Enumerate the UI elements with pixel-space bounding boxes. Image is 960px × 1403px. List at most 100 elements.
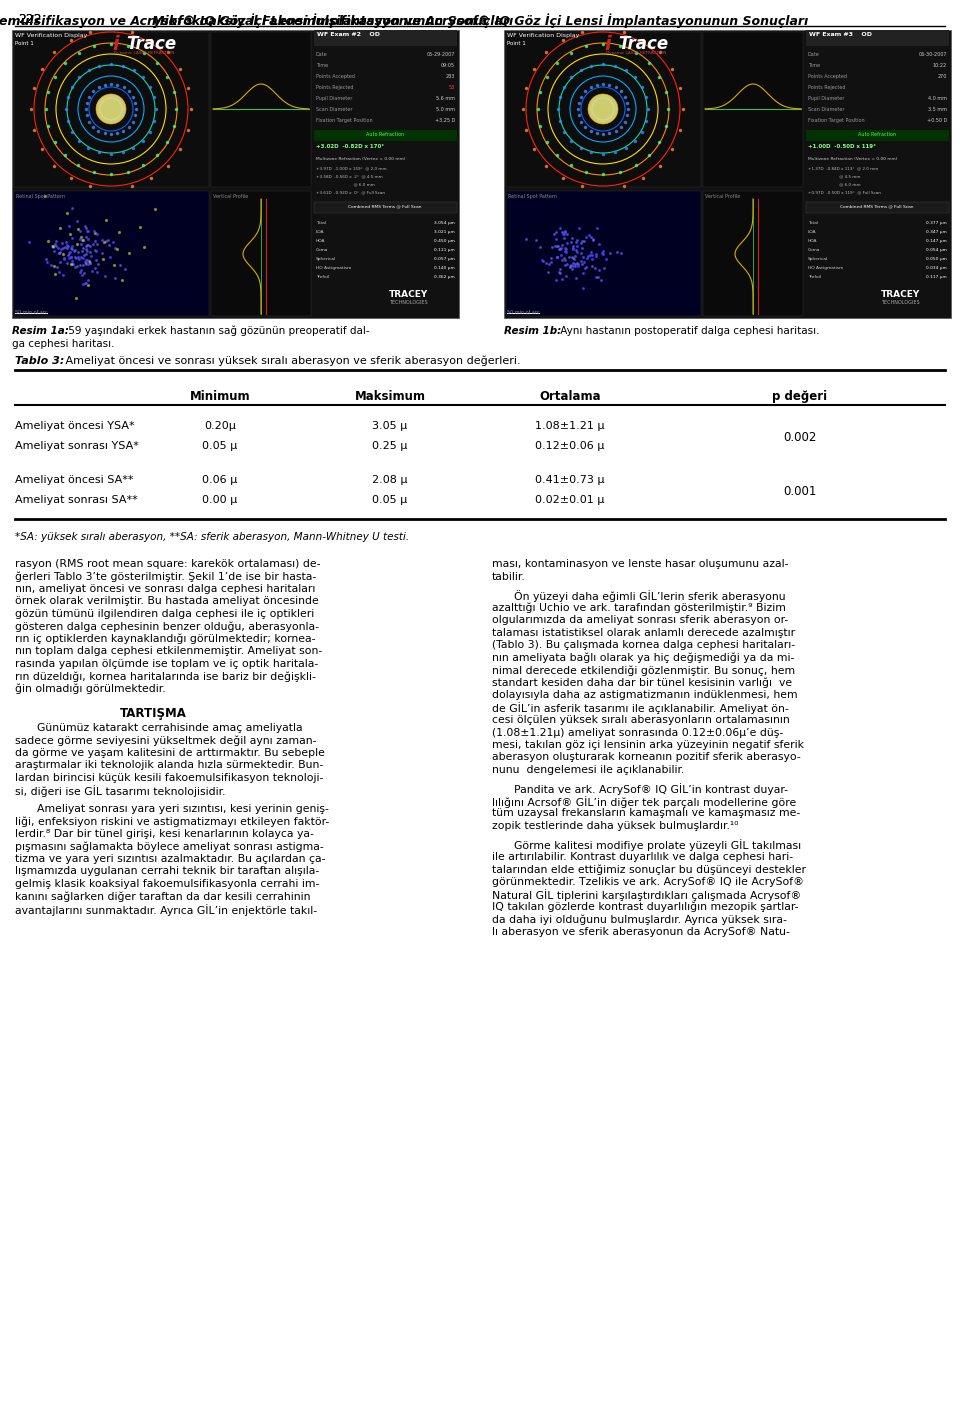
Point	[558, 248, 573, 271]
Text: Ameliyat sonrası YSA*: Ameliyat sonrası YSA*	[15, 441, 139, 450]
Point	[593, 269, 609, 292]
Point	[584, 241, 599, 264]
Text: WF Exam #3    OD: WF Exam #3 OD	[809, 32, 872, 36]
Text: TECHNOLOGIES: TECHNOLOGIES	[881, 300, 920, 304]
Text: Points Accepted: Points Accepted	[808, 74, 847, 79]
Point	[0, 253, 2, 275]
Point	[613, 241, 629, 264]
Point	[586, 229, 601, 251]
Text: 283: 283	[445, 74, 455, 79]
Point	[63, 237, 79, 260]
Point	[56, 237, 71, 260]
Text: sadece görme seviyesini yükseltmek değil aynı zaman-: sadece görme seviyesini yükseltmek değil…	[15, 735, 317, 746]
Text: 0.12±0.06 μ: 0.12±0.06 μ	[536, 441, 605, 450]
Point	[114, 269, 130, 292]
Text: 0.02±0.01 μ: 0.02±0.01 μ	[536, 495, 605, 505]
Text: rın düzeldığı, kornea haritalarında ise bariz bir değişkli-: rın düzeldığı, kornea haritalarında ise …	[15, 672, 316, 682]
Point	[567, 255, 583, 278]
Text: Ortalama: Ortalama	[540, 390, 601, 403]
Point	[86, 257, 102, 279]
Point	[59, 231, 74, 254]
Text: 2.08 μ: 2.08 μ	[372, 476, 408, 485]
Point	[78, 226, 93, 248]
Text: Resim 1a:: Resim 1a:	[12, 325, 69, 335]
Text: WF Verification Display: WF Verification Display	[15, 34, 87, 38]
Point	[67, 255, 83, 278]
Text: @ 6.0 mm: @ 6.0 mm	[808, 182, 860, 187]
Point	[574, 231, 589, 254]
Point	[107, 254, 122, 276]
Text: nın, ameliyat öncesi ve sonrası dalga cephesi haritaları: nın, ameliyat öncesi ve sonrası dalga ce…	[15, 584, 316, 593]
Point	[82, 240, 97, 262]
Text: 06-30-2007: 06-30-2007	[919, 52, 947, 58]
Text: WF Exam #2    OD: WF Exam #2 OD	[317, 32, 380, 36]
Text: lılığını Acrsof® GİL’in diğer tek parçalı modellerine göre: lılığını Acrsof® GİL’in diğer tek parçal…	[492, 796, 796, 808]
Text: 0.41±0.73 μ: 0.41±0.73 μ	[536, 476, 605, 485]
Point	[69, 286, 84, 309]
Point	[77, 262, 92, 285]
Text: 0.377 μm: 0.377 μm	[926, 222, 947, 224]
Text: olgularımızda da ameliyat sonrası sferik aberasyon or-: olgularımızda da ameliyat sonrası sferik…	[492, 615, 788, 624]
Point	[559, 223, 574, 246]
Text: Points Rejected: Points Rejected	[808, 86, 846, 90]
Point	[99, 230, 114, 253]
Point	[568, 240, 584, 262]
Point	[79, 234, 94, 257]
Text: ğin olmadığı görülmektedir.: ğin olmadığı görülmektedir.	[15, 685, 166, 694]
Point	[87, 222, 103, 244]
Point	[78, 248, 93, 271]
Text: cesi ölçülen yüksek sıralı aberasyonların ortalamasının: cesi ölçülen yüksek sıralı aberasyonları…	[492, 716, 790, 725]
Point	[73, 254, 88, 276]
Point	[82, 234, 97, 257]
Point	[70, 217, 85, 240]
Point	[518, 227, 534, 250]
Text: 53: 53	[448, 86, 455, 90]
Point	[588, 265, 604, 288]
Text: Ameliyat sonrası yara yeri sızıntısı, kesi yerinin geniş-: Ameliyat sonrası yara yeri sızıntısı, ke…	[37, 804, 329, 814]
Text: Dynamic LASER REFRACTION: Dynamic LASER REFRACTION	[114, 51, 175, 55]
Text: nimal derecede etkilendiği gözlenmiştir. Bu sonuç, hem: nimal derecede etkilendiği gözlenmiştir.…	[492, 665, 795, 675]
Point	[564, 231, 579, 254]
Point	[568, 230, 584, 253]
Bar	[806, 29, 949, 46]
Point	[121, 241, 136, 264]
Text: 3.054 μm: 3.054 μm	[434, 222, 455, 224]
Point	[73, 226, 88, 248]
Point	[57, 247, 72, 269]
Point	[575, 246, 590, 268]
Point	[560, 253, 575, 275]
Point	[38, 248, 54, 271]
Point	[554, 220, 569, 243]
Point	[108, 237, 123, 260]
Text: Total: Total	[808, 222, 818, 224]
Point	[100, 229, 115, 251]
Point	[64, 196, 80, 219]
Point	[83, 251, 98, 274]
Text: Günümüz katarakt cerrahisinde amaç ameliyatla: Günümüz katarakt cerrahisinde amaç ameli…	[37, 723, 302, 732]
Text: TRACEY: TRACEY	[881, 290, 921, 299]
Text: 0.054 μm: 0.054 μm	[926, 248, 947, 253]
Text: Auto Refraction: Auto Refraction	[858, 132, 896, 137]
Point	[45, 234, 60, 257]
Text: rın iç optiklerden kaynaklandığı görülmektedir; kornea-: rın iç optiklerden kaynaklandığı görülme…	[15, 634, 316, 644]
Point	[564, 246, 580, 268]
Text: si, diğeri ise GİL tasarımı teknolojisidir.: si, diğeri ise GİL tasarımı teknolojisid…	[15, 786, 226, 797]
Point	[570, 253, 586, 275]
Text: nunu  dengelemesi ile açıklanabilir.: nunu dengelemesi ile açıklanabilir.	[492, 765, 684, 774]
Point	[559, 265, 574, 288]
Point	[82, 250, 97, 272]
Text: Retinal Spot Pattern: Retinal Spot Pattern	[16, 194, 65, 199]
Point	[595, 243, 611, 265]
Text: HO Astigmatism: HO Astigmatism	[808, 267, 843, 269]
Text: nın ameliyata bağlı olarak ya hiç değişmediği ya da mi-: nın ameliyata bağlı olarak ya hiç değişm…	[492, 652, 794, 664]
Text: Scan Diameter: Scan Diameter	[316, 107, 352, 112]
Point	[65, 253, 81, 275]
Text: ile artırılabilir. Kontrast duyarlılık ve dalga cephesi hari-: ile artırılabilir. Kontrast duyarlılık v…	[492, 852, 793, 861]
Point	[562, 255, 577, 278]
Text: 0.117 μm: 0.117 μm	[926, 275, 947, 279]
Point	[57, 236, 72, 258]
Text: Tablo 3:: Tablo 3:	[15, 356, 64, 366]
Point	[53, 216, 68, 239]
Text: 0.450 μm: 0.450 μm	[434, 239, 455, 243]
Text: @ 4.5 mm: @ 4.5 mm	[808, 174, 860, 178]
